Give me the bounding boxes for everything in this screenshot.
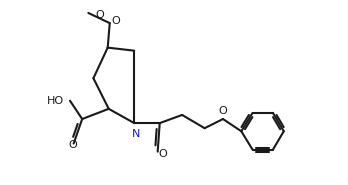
Text: O: O xyxy=(111,16,120,26)
Text: N: N xyxy=(132,129,140,139)
Text: O: O xyxy=(68,139,77,149)
Text: O: O xyxy=(219,106,227,116)
Text: O: O xyxy=(96,10,104,20)
Text: O: O xyxy=(158,149,167,159)
Text: HO: HO xyxy=(47,96,64,106)
